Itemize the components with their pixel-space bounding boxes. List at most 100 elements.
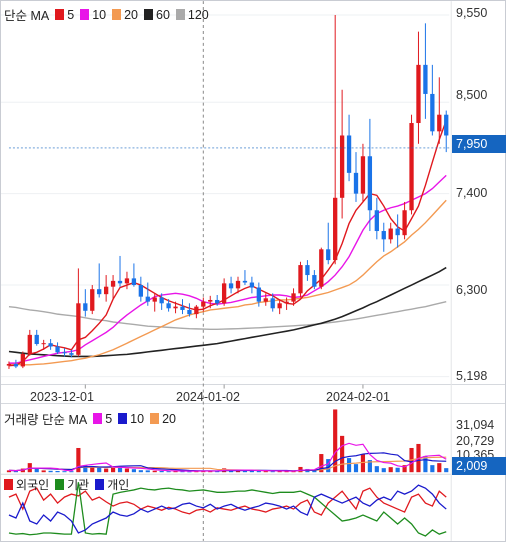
candle-body xyxy=(201,301,206,307)
candle-body xyxy=(430,93,435,132)
candle-body xyxy=(353,172,359,194)
ma60-line xyxy=(8,266,447,358)
current-volume-badge: 2,009 xyxy=(452,457,506,475)
candle-body xyxy=(69,353,74,355)
candle-body xyxy=(180,306,185,310)
candle-body xyxy=(423,64,428,94)
ma120-label: 120 xyxy=(187,7,209,22)
institution-label: 기관 xyxy=(67,478,90,492)
volume-bar xyxy=(83,465,88,473)
candle-body xyxy=(284,301,289,304)
volume-bar xyxy=(374,466,379,473)
candle-body xyxy=(437,114,442,132)
candle-body xyxy=(55,346,60,353)
volume-bar xyxy=(444,468,449,473)
ma5-swatch xyxy=(55,9,65,20)
volume-bar xyxy=(90,466,95,473)
volume-bar xyxy=(340,435,345,473)
volume-bar xyxy=(270,471,275,473)
price-tick-label: 5,198 xyxy=(456,369,488,383)
candle-body xyxy=(312,275,317,287)
volume-ma5-line xyxy=(8,442,447,472)
volume-bar xyxy=(13,470,18,473)
candle-body xyxy=(152,297,157,302)
candle-body xyxy=(131,278,137,286)
volume-bar xyxy=(110,467,116,473)
candle-body xyxy=(110,280,116,287)
volume-tick-label: 20,729 xyxy=(456,434,495,448)
volume-bar xyxy=(166,471,171,473)
investor-legend: 외국인 기관 개인 xyxy=(4,476,129,493)
volume-tick-label: 31,094 xyxy=(456,418,495,432)
candle-body xyxy=(263,298,268,302)
volume-bar xyxy=(312,470,317,473)
candle-body xyxy=(402,210,407,236)
candle-body xyxy=(381,231,386,240)
candle-body xyxy=(416,64,421,124)
vol-ma20-swatch xyxy=(150,413,160,424)
volume-bar xyxy=(69,471,74,473)
individual-investor-line xyxy=(8,484,447,534)
vol-ma20-label: 20 xyxy=(162,411,176,426)
candle-body xyxy=(124,278,130,284)
ma60-label: 60 xyxy=(156,7,170,22)
candle-body xyxy=(360,156,366,194)
candle-body xyxy=(291,293,296,302)
candle-body xyxy=(388,228,393,240)
vol-ma10-label: 10 xyxy=(130,411,145,426)
candle-body xyxy=(409,123,414,211)
volume-bar xyxy=(76,447,81,473)
volume-bar xyxy=(173,470,178,473)
volume-bar xyxy=(284,471,289,473)
candle-body xyxy=(221,283,227,304)
candle-body xyxy=(20,353,26,367)
volume-bar xyxy=(346,458,352,473)
candle-body xyxy=(326,249,331,261)
volume-bar xyxy=(437,463,442,473)
volume-bar xyxy=(97,467,102,473)
current-price-badge: 7,950 xyxy=(452,135,506,153)
volume-bar xyxy=(180,471,185,473)
candle-body xyxy=(194,306,199,315)
candle-body xyxy=(270,298,275,309)
price-tick-label: 6,300 xyxy=(456,283,488,297)
volume-bar xyxy=(131,469,136,473)
candle-body xyxy=(339,135,345,198)
volume-bar xyxy=(249,470,254,473)
ma20-line xyxy=(8,199,447,366)
volume-bar xyxy=(41,470,46,473)
foreign-investor-line xyxy=(8,487,447,516)
candle-body xyxy=(277,303,282,309)
volume-bar xyxy=(326,459,331,473)
foreign-swatch xyxy=(4,479,13,490)
volume-ma-prefix: 거래량 단순 MA xyxy=(4,413,88,427)
candle-body xyxy=(444,114,449,136)
volume-bar xyxy=(48,470,53,473)
candle-body xyxy=(319,249,324,287)
candle-body xyxy=(173,306,178,309)
volume-bar xyxy=(242,470,248,473)
candle-body xyxy=(333,197,338,261)
foreign-label: 외국인 xyxy=(16,478,50,492)
volume-bar xyxy=(388,467,393,473)
candle-body xyxy=(83,303,88,311)
candle-body xyxy=(395,228,400,236)
volume-bar xyxy=(353,464,359,473)
volume-bar xyxy=(360,454,366,473)
volume-bar xyxy=(138,470,143,473)
candle-body xyxy=(228,283,234,289)
ma120-line xyxy=(8,300,447,330)
ma10-label: 10 xyxy=(92,7,107,22)
volume-bar xyxy=(430,465,435,473)
price-tick-label: 9,550 xyxy=(456,6,488,20)
candle-body xyxy=(305,265,310,276)
ma10-swatch xyxy=(80,9,90,20)
volume-bar xyxy=(263,470,268,473)
candle-body xyxy=(208,299,213,302)
price-tick-label: 8,500 xyxy=(456,88,488,102)
candle-body xyxy=(6,363,12,366)
candle-body xyxy=(346,135,352,173)
candle-body xyxy=(256,287,261,302)
ma120-swatch xyxy=(175,9,185,20)
